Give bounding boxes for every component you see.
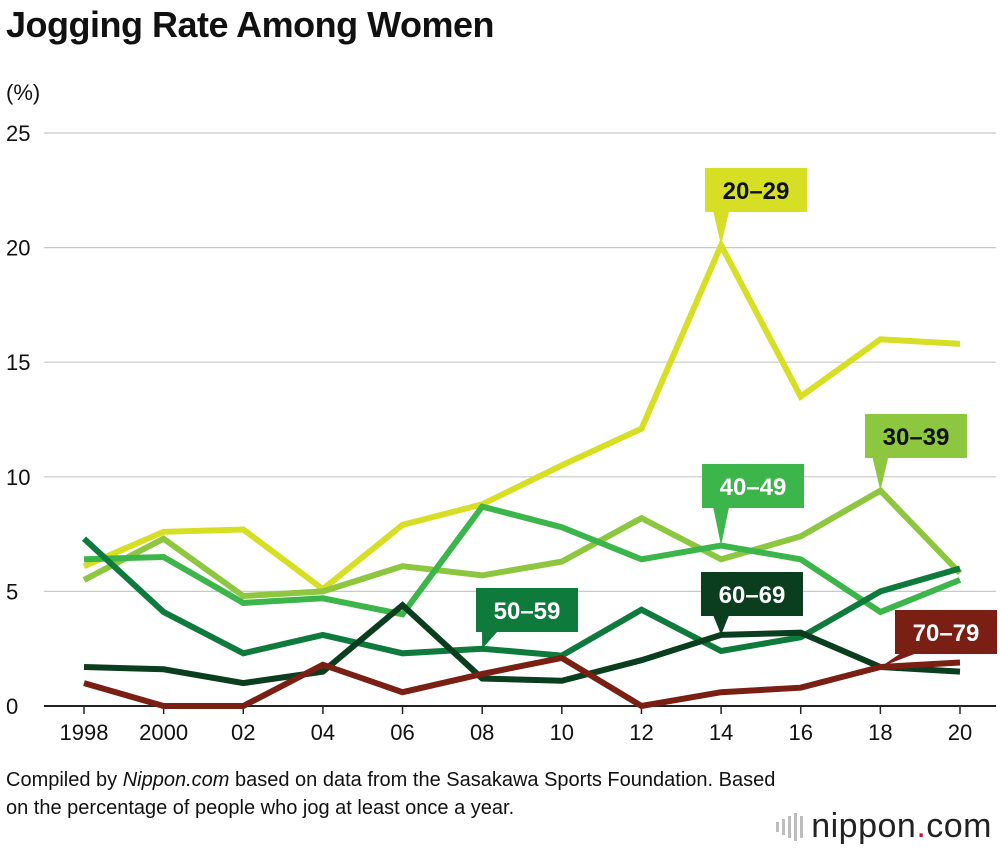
label-text: 70–79 [913,620,980,647]
x-tick-label: 08 [470,720,494,745]
label-box [895,610,997,654]
label-text: 60–69 [719,582,786,609]
series-label-70–79: 70–79 [880,610,997,668]
logo-bars-icon [776,812,804,841]
label-box [865,414,967,458]
chart-title: Jogging Rate Among Women [6,4,495,45]
series-labels: 20–29 30–39 40–49 50–59 60–69 70–79 [476,168,997,668]
label-text: 40–49 [720,474,787,501]
source-name: Nippon.com [122,769,230,791]
nippon-logo: nippon. com [776,807,992,846]
label-pointer [713,507,730,546]
label-pointer [713,615,730,635]
label-text: 50–59 [494,598,561,625]
series-line-60–69 [83,601,961,687]
x-tick-label: 02 [231,720,255,745]
x-tick-label: 06 [390,720,414,745]
series-line-70–79 [83,654,961,710]
label-pointer [880,653,917,668]
x-tick-label: 20 [948,720,972,745]
series-label-50–59: 50–59 [476,588,578,649]
series-label-60–69: 60–69 [701,572,803,635]
label-pointer [713,211,730,246]
x-axis-ticks: 1998 2000 02 04 06 08 10 12 14 16 18 20 [60,706,972,745]
x-tick-label: 18 [868,720,892,745]
y-tick-label: 20 [6,236,30,261]
y-tick-label: 0 [6,694,18,719]
series-label-40–49: 40–49 [702,464,804,546]
x-tick-label: 10 [550,720,574,745]
x-tick-label: 14 [709,720,733,745]
label-box [476,588,578,632]
y-axis-ticks: 0 5 10 15 20 25 [6,121,30,719]
x-tick-label: 2000 [139,720,188,745]
label-pointer [482,631,498,649]
x-tick-label: 04 [311,720,335,745]
label-text: 20–29 [723,178,790,205]
series-line-20–29 [82,238,961,593]
label-pointer [872,457,889,491]
source-note: Compiled by Nippon.com based on data fro… [6,769,776,819]
y-axis-label: (%) [6,80,40,105]
label-box [705,168,807,212]
series-line-50–59 [81,536,961,659]
series-line-40–49 [83,503,962,618]
label-box [702,464,804,508]
y-tick-label: 10 [6,465,30,490]
y-tick-label: 15 [6,350,30,375]
series-line-30–39 [82,486,963,600]
series-label-30–39: 30–39 [865,414,967,491]
series-label-20–29: 20–29 [705,168,807,246]
y-tick-label: 25 [6,121,30,146]
x-tick-label: 16 [788,720,812,745]
x-tick-label: 12 [629,720,653,745]
series-lines [81,238,963,710]
label-text: 30–39 [883,424,950,451]
y-tick-label: 5 [6,579,18,604]
label-box [701,572,803,616]
x-tick-label: 1998 [60,720,109,745]
